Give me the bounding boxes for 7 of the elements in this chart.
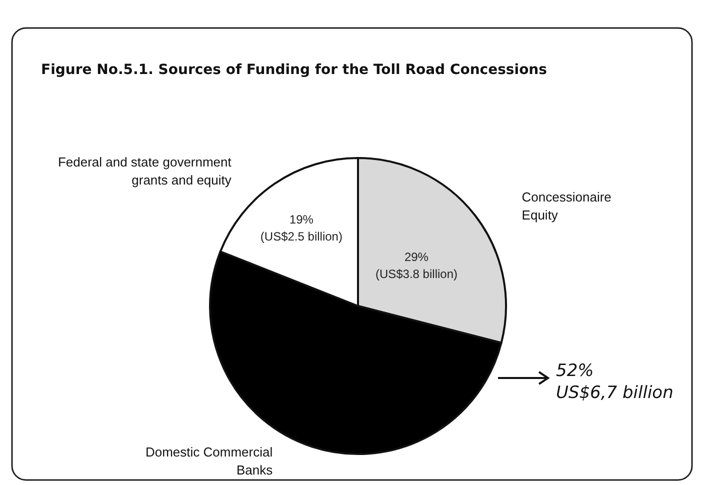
slice-label: Domestic Commercial Banks — [145, 444, 274, 478]
text: 52% US$6,7 billion — [556, 361, 674, 403]
slice-label: Concessionaire Equity — [522, 190, 612, 223]
slice-label: Federal and state government grants and equity — [58, 154, 232, 188]
data-label: 19% (US$2.5 billion) — [260, 212, 342, 244]
data-label: 29% (US$3.8 billion) — [375, 250, 458, 282]
chart-title: Figure No.5.1. Sources of Funding for the Toll Road Concessions — [41, 62, 547, 78]
